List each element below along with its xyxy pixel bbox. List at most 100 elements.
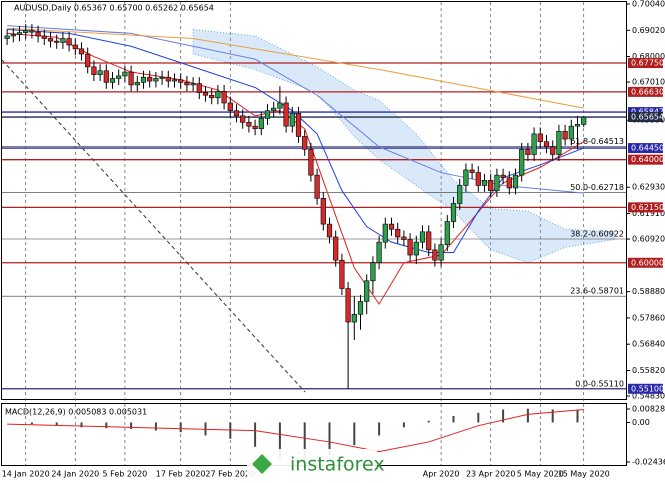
candle-body — [376, 241, 382, 264]
ichimoku-cloud — [192, 28, 616, 264]
y-tick-label: 0.62930 — [632, 183, 665, 192]
candle-body — [401, 236, 407, 240]
watermark: instaforex — [247, 449, 385, 479]
level-label: 0.55100 — [631, 384, 664, 393]
candle-body — [388, 223, 395, 230]
price-panel — [1, 1, 627, 400]
level-box — [628, 86, 663, 97]
macd-bar — [452, 415, 455, 423]
candle-body — [196, 83, 202, 93]
macd-bar — [551, 409, 554, 423]
candle-body — [308, 149, 314, 176]
macd-bar — [229, 422, 232, 439]
watermark-logo — [252, 454, 272, 474]
candle-body — [426, 231, 432, 251]
candle-body — [506, 177, 512, 189]
candle-body — [233, 110, 240, 117]
candle-body — [413, 241, 419, 256]
candle-body — [512, 174, 519, 189]
candle-body — [16, 32, 23, 35]
macd-bar — [353, 422, 356, 446]
macd-tick-label: -0.024363 — [632, 458, 665, 467]
candle-body — [382, 223, 388, 243]
candle-body — [91, 66, 97, 75]
candle-body — [134, 82, 140, 86]
level-box — [628, 58, 663, 69]
x-tick-label: 24 Jan 2020 — [51, 470, 99, 479]
candle-body — [444, 221, 450, 246]
y-tick-label: 0.58880 — [632, 287, 665, 296]
candle-body — [574, 124, 581, 127]
candle-body — [531, 133, 537, 155]
y-tick-label: 0.57860 — [632, 313, 665, 322]
candle-body — [109, 78, 116, 83]
candle-body — [419, 231, 426, 243]
candle-body — [562, 131, 568, 140]
candle-body — [97, 70, 103, 75]
candle-body — [537, 133, 543, 142]
macd-bar — [130, 422, 133, 429]
candle-body — [23, 30, 29, 33]
macd-bar — [55, 422, 58, 426]
candle-body — [246, 121, 252, 127]
level-box — [628, 383, 663, 394]
candle-body — [258, 118, 264, 130]
candle-body — [116, 75, 122, 79]
candle-body — [190, 83, 196, 86]
candle-body — [165, 76, 171, 82]
macd-bar — [526, 408, 529, 423]
candle-body — [395, 228, 401, 238]
candle-body — [240, 115, 246, 123]
candle-body — [438, 244, 444, 261]
candle-body — [252, 125, 258, 130]
candle-body — [481, 179, 488, 186]
candle-body — [202, 92, 209, 96]
candle-body — [4, 35, 10, 39]
candle-body — [475, 172, 481, 186]
candle-body — [128, 71, 134, 86]
candle-body — [147, 76, 153, 82]
candle-body — [47, 38, 54, 42]
watermark-text: instaforex — [290, 454, 385, 476]
x-tick-label: 15 May 2020 — [558, 470, 610, 479]
candle-body — [345, 288, 351, 323]
macd-bar — [179, 422, 182, 433]
candle-body — [550, 146, 556, 155]
y-tick-label: 0.67010 — [632, 78, 665, 87]
candle-body — [85, 53, 91, 68]
y-tick-label: 0.56840 — [632, 340, 665, 349]
chart-title: AUDUSD,Daily 0.65367 0.65700 0.65262 0.6… — [14, 4, 214, 13]
candle-body — [519, 149, 525, 176]
candle-body — [525, 149, 531, 155]
level-label: 0.62150 — [631, 203, 664, 212]
candle-body — [450, 203, 457, 222]
y-tick-label: 0.61910 — [632, 209, 665, 218]
macd-bar — [30, 422, 33, 425]
candle-body — [302, 136, 308, 150]
y-tick-label: 0.60920 — [632, 235, 665, 244]
candle-body — [72, 44, 78, 50]
macd-bar — [105, 422, 108, 429]
candle-body — [432, 249, 438, 261]
candle-body — [469, 169, 475, 173]
fibo-label: 38.2-0.60922 — [570, 229, 624, 238]
candle-body — [209, 94, 215, 99]
y-tick-label: 0.70040 — [632, 0, 665, 9]
level-box — [628, 112, 663, 123]
candle-body — [221, 91, 227, 104]
candle-body — [66, 38, 72, 46]
macd-signal — [7, 408, 584, 453]
candle-body — [364, 280, 370, 302]
candle-body — [122, 71, 128, 77]
candle-body — [556, 131, 562, 155]
candle-body — [227, 102, 233, 111]
axis-bg — [627, 0, 665, 483]
candle-body — [463, 169, 469, 186]
macd-bar — [278, 422, 281, 459]
candle-body — [215, 91, 221, 99]
macd-tick-label: 0.00 — [632, 418, 650, 427]
candle-body — [140, 76, 147, 83]
macd-bar — [477, 412, 480, 423]
